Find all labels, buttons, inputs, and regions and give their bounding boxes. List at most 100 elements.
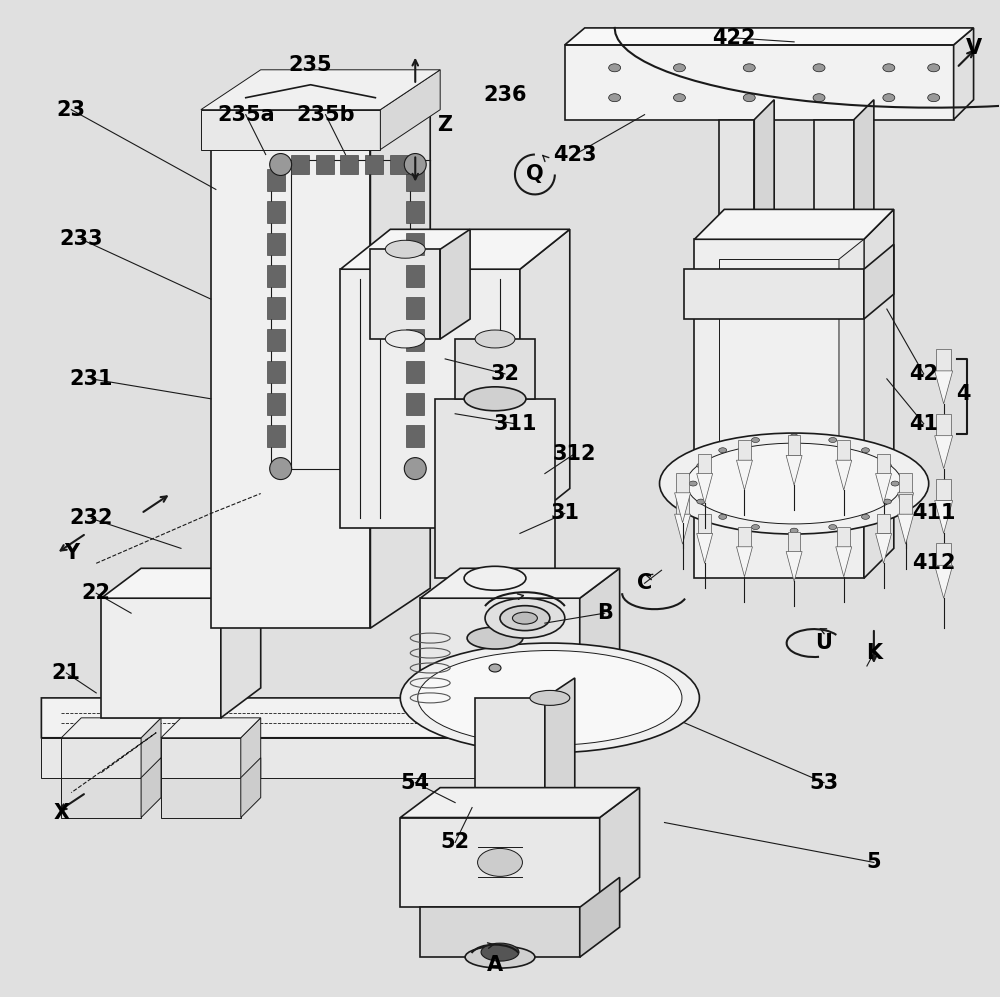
Ellipse shape <box>465 946 535 968</box>
Text: 5: 5 <box>867 852 881 872</box>
Polygon shape <box>161 738 241 798</box>
Polygon shape <box>406 169 424 191</box>
Text: 54: 54 <box>401 773 430 793</box>
Text: B: B <box>597 603 613 623</box>
Polygon shape <box>370 90 430 628</box>
Text: 53: 53 <box>809 773 839 793</box>
Polygon shape <box>836 461 852 491</box>
Ellipse shape <box>530 690 570 706</box>
Polygon shape <box>697 533 713 563</box>
Ellipse shape <box>743 64 755 72</box>
Polygon shape <box>406 265 424 287</box>
Text: 236: 236 <box>483 85 527 105</box>
Polygon shape <box>201 70 440 110</box>
Polygon shape <box>420 598 580 698</box>
Text: 235a: 235a <box>217 105 275 125</box>
Ellipse shape <box>829 438 837 443</box>
Ellipse shape <box>891 482 899 487</box>
Polygon shape <box>241 758 261 818</box>
Text: 23: 23 <box>57 100 86 120</box>
Polygon shape <box>435 399 555 578</box>
Polygon shape <box>211 90 430 130</box>
Polygon shape <box>61 778 141 818</box>
Polygon shape <box>737 546 752 576</box>
Ellipse shape <box>928 94 940 102</box>
Polygon shape <box>935 371 953 404</box>
Polygon shape <box>877 513 890 533</box>
Ellipse shape <box>790 434 798 439</box>
Ellipse shape <box>270 458 292 480</box>
Polygon shape <box>267 201 285 223</box>
Text: 21: 21 <box>52 663 81 683</box>
Polygon shape <box>698 454 711 474</box>
Ellipse shape <box>673 94 685 102</box>
Ellipse shape <box>660 433 929 534</box>
Text: 312: 312 <box>553 444 597 464</box>
Polygon shape <box>340 155 358 174</box>
Polygon shape <box>754 100 774 239</box>
Text: 311: 311 <box>493 414 537 434</box>
Polygon shape <box>141 758 161 818</box>
Text: 4: 4 <box>956 384 971 404</box>
Polygon shape <box>101 568 261 598</box>
Polygon shape <box>864 209 894 578</box>
Polygon shape <box>420 907 580 957</box>
Polygon shape <box>565 28 974 45</box>
Ellipse shape <box>464 566 526 590</box>
Text: 42: 42 <box>909 364 938 384</box>
Text: Y: Y <box>64 543 79 563</box>
Polygon shape <box>786 551 802 581</box>
Ellipse shape <box>512 612 537 624</box>
Polygon shape <box>864 244 894 319</box>
Polygon shape <box>221 568 261 718</box>
Polygon shape <box>440 229 470 339</box>
Polygon shape <box>839 239 864 518</box>
Polygon shape <box>814 120 854 239</box>
Ellipse shape <box>400 643 699 753</box>
Polygon shape <box>936 543 951 565</box>
Ellipse shape <box>883 94 895 102</box>
Polygon shape <box>580 568 620 698</box>
Polygon shape <box>475 698 545 818</box>
Polygon shape <box>406 393 424 415</box>
Polygon shape <box>580 877 620 957</box>
Polygon shape <box>675 514 691 544</box>
Text: 423: 423 <box>553 145 597 165</box>
Ellipse shape <box>883 463 891 468</box>
Polygon shape <box>684 269 864 319</box>
Text: C: C <box>637 573 652 593</box>
Polygon shape <box>837 526 850 546</box>
Ellipse shape <box>689 482 697 487</box>
Text: X: X <box>53 803 69 823</box>
Ellipse shape <box>475 330 515 348</box>
Ellipse shape <box>467 627 523 649</box>
Polygon shape <box>267 393 285 415</box>
Text: V: V <box>966 38 982 58</box>
Polygon shape <box>455 339 535 399</box>
Text: 235b: 235b <box>296 105 355 125</box>
Text: 412: 412 <box>912 553 955 573</box>
Text: U: U <box>816 633 832 653</box>
Ellipse shape <box>609 64 621 72</box>
Ellipse shape <box>883 64 895 72</box>
Polygon shape <box>565 45 954 120</box>
Polygon shape <box>161 718 261 738</box>
Polygon shape <box>468 578 522 638</box>
Text: 32: 32 <box>490 364 519 384</box>
Polygon shape <box>41 628 600 738</box>
Polygon shape <box>406 361 424 383</box>
Polygon shape <box>267 169 285 191</box>
Polygon shape <box>316 155 334 174</box>
Ellipse shape <box>404 458 426 480</box>
Ellipse shape <box>385 240 425 258</box>
Ellipse shape <box>500 606 550 631</box>
Text: K: K <box>866 643 882 663</box>
Text: Q: Q <box>526 165 544 184</box>
Polygon shape <box>954 28 974 120</box>
Polygon shape <box>400 788 640 818</box>
Ellipse shape <box>862 514 869 519</box>
Ellipse shape <box>813 94 825 102</box>
Polygon shape <box>935 436 953 469</box>
Ellipse shape <box>697 499 705 504</box>
Polygon shape <box>41 738 500 778</box>
